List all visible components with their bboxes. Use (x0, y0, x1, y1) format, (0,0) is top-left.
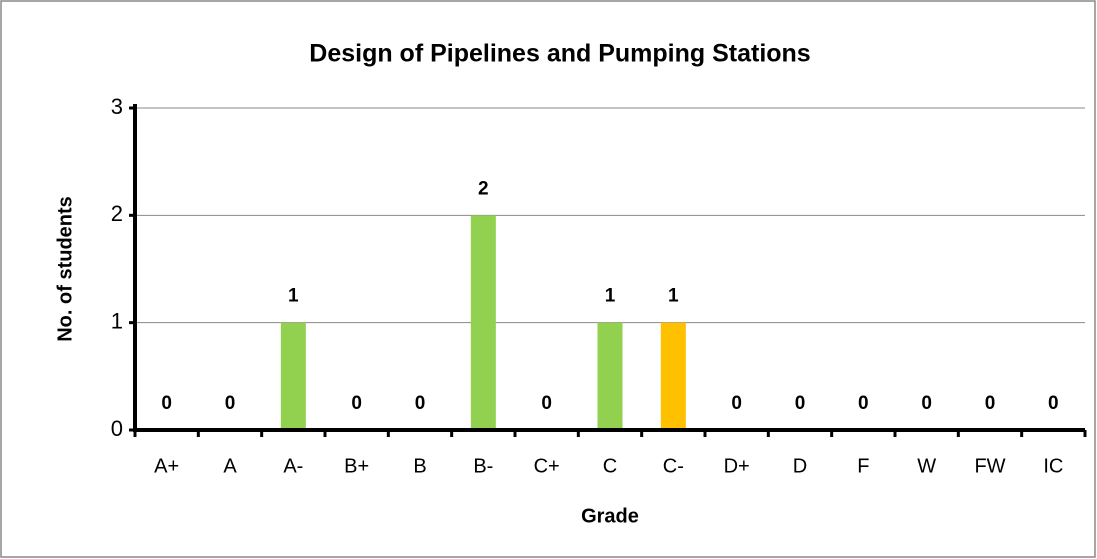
x-tick-label: B (413, 455, 426, 477)
y-tick-label: 0 (111, 416, 123, 441)
x-tick-label: D+ (724, 455, 750, 477)
y-tick-label: 1 (111, 308, 123, 333)
y-axis-label: No. of students (54, 196, 76, 342)
chart-title: Design of Pipelines and Pumping Stations (309, 40, 810, 68)
y-tick-label: 2 (111, 201, 123, 226)
x-tick-label: FW (974, 455, 1005, 477)
x-tick-label: W (917, 455, 936, 477)
x-tick-label: F (857, 455, 869, 477)
data-label: 0 (351, 393, 362, 414)
bar (280, 322, 306, 430)
x-tick-label: A- (283, 455, 303, 477)
x-tick-label: C- (663, 455, 684, 477)
x-tick-label: C+ (534, 455, 560, 477)
x-tick-label: A (223, 455, 237, 477)
bar (470, 215, 496, 430)
data-label: 0 (1048, 393, 1059, 414)
bar (660, 322, 686, 430)
y-tick-label: 3 (111, 94, 123, 119)
data-label: 0 (795, 393, 806, 414)
data-label: 0 (415, 393, 426, 414)
x-tick-label: IC (1043, 455, 1063, 477)
data-label: 0 (921, 393, 932, 414)
data-label: 0 (858, 393, 869, 414)
x-tick-label: C (603, 455, 617, 477)
x-tick-label: D (793, 455, 807, 477)
x-tick-label: B- (473, 455, 493, 477)
data-label: 1 (288, 286, 299, 307)
data-label: 0 (985, 393, 996, 414)
data-label: 0 (225, 393, 236, 414)
data-label: 1 (668, 286, 679, 307)
x-tick-label: B+ (344, 455, 369, 477)
data-label: 0 (731, 393, 742, 414)
x-tick-label: A+ (154, 455, 179, 477)
bar (597, 322, 623, 430)
data-label: 0 (541, 393, 552, 414)
data-label: 1 (605, 286, 616, 307)
data-label: 2 (478, 178, 489, 199)
x-axis-label: Grade (581, 505, 639, 527)
data-label: 0 (161, 393, 172, 414)
